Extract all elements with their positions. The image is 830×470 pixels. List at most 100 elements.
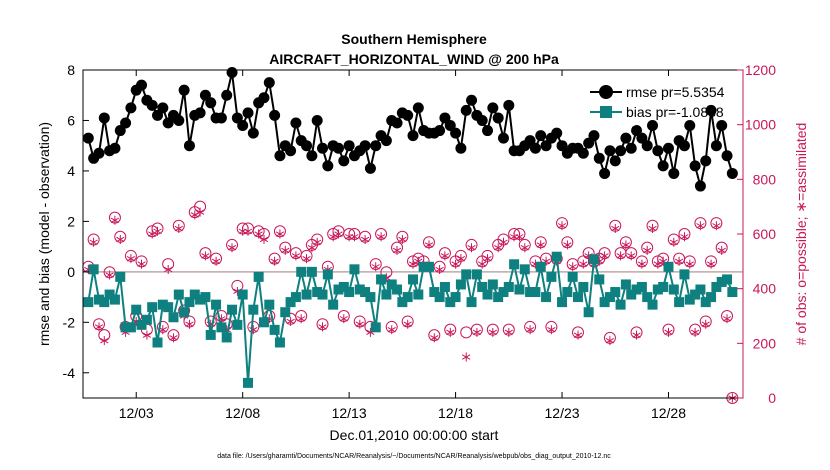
- bias-marker: [115, 271, 126, 282]
- obs-assimilated-marker: [696, 221, 705, 231]
- rmse-marker: [678, 140, 690, 152]
- bias-marker: [243, 377, 253, 388]
- bias-marker: [354, 284, 365, 295]
- bias-marker: [280, 307, 291, 318]
- rmse-marker: [450, 127, 462, 139]
- bias-marker: [136, 319, 147, 330]
- bias-marker: [695, 284, 706, 295]
- obs-assimilated-marker: [110, 215, 120, 225]
- obs-assimilated-marker: [456, 254, 466, 264]
- obs-assimilated-marker: [259, 235, 269, 244]
- bias-marker: [658, 281, 669, 292]
- bias-marker: [349, 264, 360, 275]
- rmse-marker: [503, 99, 515, 111]
- rmse-marker: [322, 160, 334, 172]
- obs-assimilated-marker: [435, 265, 444, 274]
- rmse-marker: [247, 127, 259, 139]
- rmse-marker: [700, 155, 712, 167]
- y2-tick-label: 1200: [745, 62, 776, 78]
- obs-assimilated-marker: [573, 330, 583, 340]
- bias-marker: [546, 271, 557, 282]
- obs-assimilated-marker: [371, 262, 380, 272]
- bias-marker: [423, 261, 434, 272]
- bias-marker: [636, 281, 647, 292]
- obs-assimilated-marker: [722, 314, 732, 324]
- obs-assimilated-marker: [499, 237, 508, 247]
- bias-marker: [83, 297, 94, 308]
- bias-marker: [360, 287, 371, 298]
- rmse-marker: [577, 147, 589, 159]
- bias-marker: [179, 307, 190, 318]
- obs-assimilated-marker: [376, 232, 386, 242]
- obs-assimilated-marker: [137, 259, 146, 269]
- bias-marker: [626, 289, 637, 300]
- rmse-marker: [136, 79, 148, 91]
- obs-assimilated-marker: [637, 259, 647, 269]
- y2-tick-label: 200: [753, 335, 777, 351]
- legend: rmse pr=5.5354 bias pr=-1.0838: [590, 84, 725, 120]
- rmse-marker: [710, 140, 722, 152]
- bias-marker: [227, 304, 238, 315]
- obs-assimilated-marker: [424, 240, 434, 250]
- obs-assimilated-marker: [446, 327, 455, 337]
- bias-marker: [301, 289, 312, 300]
- rmse-marker: [620, 132, 632, 144]
- bias-marker: [328, 299, 339, 310]
- bias-marker: [253, 271, 264, 282]
- rmse-marker: [487, 102, 499, 114]
- obs-assimilated-marker: [568, 262, 577, 272]
- rmse-marker: [652, 145, 664, 157]
- obs-assimilated-marker: [600, 251, 609, 261]
- bias-marker: [109, 294, 120, 305]
- obs-assimilated-marker: [525, 325, 535, 335]
- obs-assimilated-marker: [174, 224, 183, 233]
- rmse-marker: [407, 130, 419, 142]
- rmse-marker: [183, 140, 195, 152]
- x-tick-label: 12/18: [438, 405, 473, 421]
- x-tick-label: 12/23: [545, 405, 580, 421]
- rmse-marker: [482, 125, 494, 137]
- rmse-marker: [625, 142, 637, 154]
- data-file-footnote: data file: /Users/gharamti/Documents/NCA…: [217, 453, 611, 460]
- obs-assimilated-marker: [488, 327, 497, 337]
- obs-assimilated-marker: [563, 240, 572, 250]
- rmse-marker: [146, 99, 158, 111]
- bias-marker: [535, 261, 546, 272]
- bias-marker: [541, 292, 552, 303]
- rmse-marker: [274, 150, 286, 162]
- obs-assimilated-marker: [100, 336, 109, 346]
- bias-marker: [200, 292, 211, 303]
- rmse-marker: [476, 114, 488, 126]
- y2-tick-label: 800: [753, 171, 777, 187]
- rmse-marker: [226, 67, 238, 79]
- bias-marker: [690, 289, 701, 300]
- bias-marker: [248, 304, 259, 315]
- bias-marker: [338, 281, 349, 292]
- bias-marker: [290, 292, 301, 303]
- bias-marker: [434, 292, 445, 303]
- obs-assimilated-marker: [227, 243, 237, 253]
- bias-marker: [211, 299, 222, 310]
- bias-marker: [99, 297, 110, 308]
- obs-assimilated-marker: [313, 237, 322, 247]
- bias-marker: [727, 287, 738, 298]
- y2-tick-label: 0: [768, 390, 776, 406]
- rmse-marker: [535, 130, 547, 142]
- bias-marker: [482, 289, 493, 300]
- rmse-marker: [689, 160, 701, 172]
- bias-marker: [296, 266, 307, 277]
- bias-marker: [706, 292, 717, 303]
- bias-marker: [168, 312, 179, 323]
- rmse-marker: [205, 97, 217, 109]
- bias-marker: [370, 322, 381, 333]
- bias-marker: [344, 287, 355, 298]
- rmse-marker: [242, 107, 254, 119]
- bias-marker: [466, 297, 477, 308]
- x-tick-label: 12/28: [651, 405, 686, 421]
- rmse-marker: [529, 142, 541, 154]
- rmse-marker: [311, 114, 323, 126]
- obs-assimilated-marker: [472, 327, 482, 337]
- rmse-marker: [492, 112, 504, 124]
- bias-marker: [594, 274, 605, 285]
- obs-assimilated-marker: [403, 319, 412, 329]
